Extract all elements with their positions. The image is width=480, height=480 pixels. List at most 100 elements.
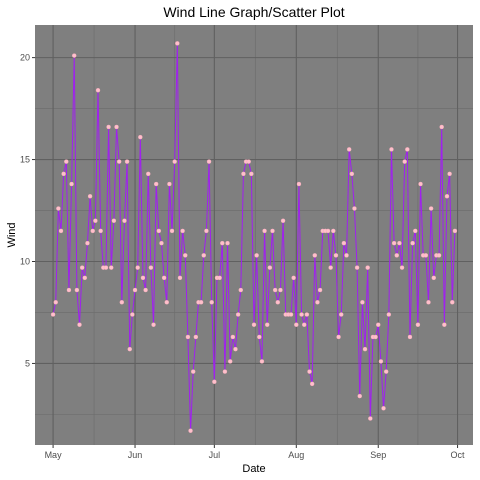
wind-point-28: [124, 159, 130, 164]
wind-point-127: [386, 312, 392, 317]
x-tick-label-aug: Aug: [288, 450, 304, 460]
wind-point-48: [177, 275, 183, 281]
wind-point-64: [220, 240, 225, 246]
x-tick-label-oct: Oct: [451, 450, 466, 460]
wind-point-83: [270, 228, 275, 234]
wind-point-137: [413, 228, 418, 234]
wind-point-50: [183, 253, 188, 258]
wind-point-42: [161, 275, 167, 281]
wind-point-69: [233, 346, 238, 352]
wind-point-101: [317, 287, 323, 293]
wind-point-44: [167, 181, 172, 187]
wind-point-29: [127, 346, 132, 352]
wind-point-23: [111, 218, 117, 223]
wind-point-26: [119, 300, 125, 305]
wind-point-35: [143, 287, 148, 293]
wind-point-81: [265, 322, 270, 327]
wind-point-24: [114, 124, 119, 130]
wind-point-34: [140, 275, 146, 281]
wind-point-5: [64, 159, 69, 164]
wind-point-2: [56, 206, 61, 211]
wind-point-110: [341, 240, 347, 246]
x-axis-title: Date: [242, 463, 265, 475]
wind-point-79: [259, 359, 265, 364]
wind-point-108: [336, 334, 341, 340]
wind-point-33: [138, 134, 143, 140]
wind-point-70: [235, 312, 241, 317]
wind-point-32: [135, 265, 140, 270]
wind-point-51: [185, 334, 191, 340]
wind-point-56: [198, 300, 204, 305]
wind-point-148: [442, 322, 447, 327]
wind-point-9: [74, 287, 80, 293]
wind-point-3: [58, 228, 64, 234]
wind-point-125: [381, 406, 386, 411]
wind-point-135: [407, 334, 413, 340]
wind-point-119: [365, 265, 370, 270]
wind-point-68: [230, 334, 236, 340]
wind-point-57: [201, 253, 206, 258]
y-axis-title: Wind: [6, 222, 18, 247]
wind-point-95: [302, 322, 307, 327]
wind-point-21: [106, 124, 111, 130]
wind-point-58: [204, 228, 209, 234]
wind-point-4: [61, 171, 66, 177]
wind-point-66: [225, 240, 230, 246]
wind-point-147: [439, 124, 444, 130]
wind-point-46: [172, 159, 177, 164]
wind-point-111: [344, 253, 349, 258]
wind-point-30: [130, 312, 135, 317]
wind-point-112: [346, 147, 352, 152]
wind-point-16: [93, 218, 98, 223]
wind-point-124: [378, 359, 384, 364]
wind-point-61: [212, 379, 217, 384]
y-tick-label-20: 20: [20, 53, 30, 63]
wind-point-120: [368, 416, 373, 421]
wind-point-87: [280, 218, 286, 223]
wind-point-113: [349, 171, 355, 177]
wind-point-80: [262, 228, 267, 234]
wind-point-63: [217, 275, 222, 281]
wind-point-90: [288, 312, 294, 317]
y-tick-label-15: 15: [20, 155, 30, 165]
wind-point-109: [339, 312, 344, 317]
wind-point-15: [90, 228, 95, 234]
wind-point-105: [328, 265, 333, 270]
wind-point-41: [159, 240, 164, 246]
wind-point-99: [312, 253, 317, 258]
wind-point-20: [103, 265, 109, 270]
wind-point-94: [299, 312, 304, 317]
wind-point-37: [148, 265, 154, 270]
x-tick-label-sep: Sep: [370, 450, 386, 460]
wind-point-13: [85, 240, 90, 246]
wind-point-77: [254, 253, 259, 258]
y-tick-label-5: 5: [25, 358, 30, 368]
wind-point-138: [415, 322, 421, 327]
wind-point-49: [180, 228, 185, 234]
wind-point-59: [206, 159, 212, 164]
wind-point-47: [175, 41, 180, 46]
wind-point-117: [360, 300, 365, 305]
wind-point-22: [109, 265, 114, 270]
wind-point-122: [373, 334, 378, 340]
wind-point-150: [447, 171, 452, 177]
wind-point-43: [164, 300, 169, 305]
x-tick-label-may: May: [45, 450, 63, 460]
wind-point-0: [50, 312, 56, 317]
wind-point-142: [426, 300, 431, 305]
wind-point-72: [241, 171, 246, 177]
chart-title: Wind Line Graph/Scatter Plot: [163, 4, 344, 20]
wind-point-65: [222, 369, 228, 374]
wind-point-139: [418, 181, 423, 187]
wind-point-129: [391, 240, 397, 246]
wind-point-18: [98, 228, 103, 234]
wind-point-6: [66, 287, 72, 293]
wind-point-75: [249, 171, 254, 177]
wind-point-93: [296, 181, 302, 187]
wind-point-36: [146, 171, 151, 177]
wind-point-98: [309, 381, 315, 387]
wind-point-39: [153, 181, 159, 187]
wind-point-12: [82, 275, 88, 281]
